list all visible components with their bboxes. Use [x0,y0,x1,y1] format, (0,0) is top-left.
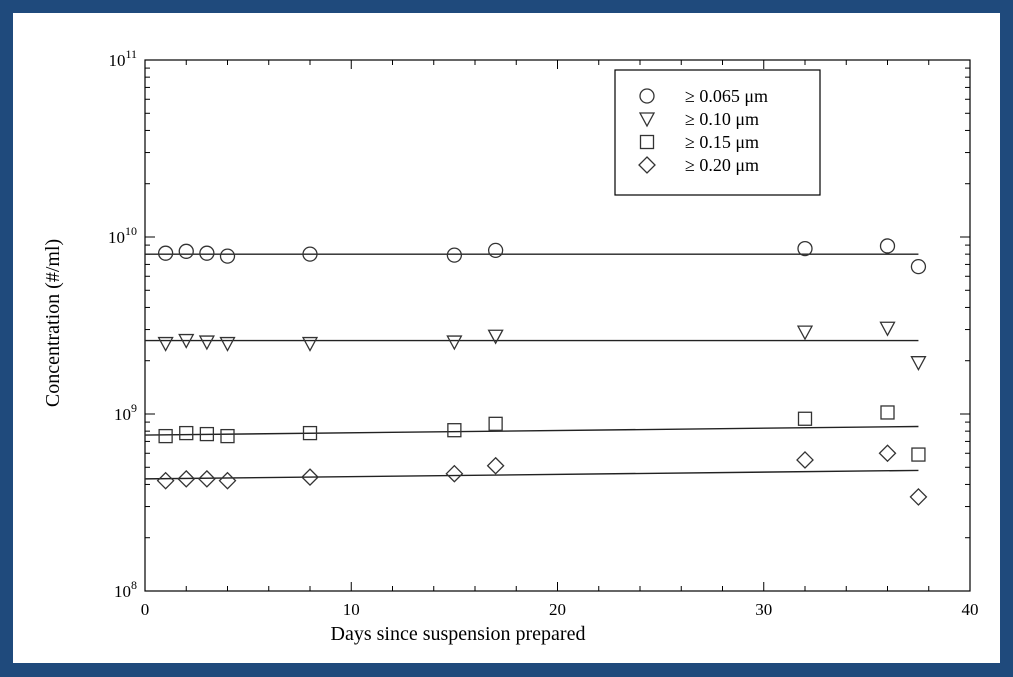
data-point-series-1 [879,321,896,337]
data-point-series-2 [911,447,926,462]
data-point-series-1 [219,336,236,352]
legend-box [614,69,821,196]
y-tick-base: 10 [114,405,131,424]
data-point-series-1 [301,336,319,352]
y-tick-base: 10 [114,582,131,601]
data-point-series-1 [157,336,174,352]
data-point-series-1 [487,329,504,345]
data-point-series-1 [910,356,927,372]
data-point-series-0 [797,240,813,257]
legend-entry-label: ≥ 0.20 μm [685,155,759,175]
data-point-series-0 [199,245,215,261]
data-point-series-1 [178,333,195,349]
data-point-series-0 [302,246,318,262]
data-point-series-1 [198,335,215,351]
data-point-series-3 [878,444,897,463]
x-axis-label: Days since suspension prepared [331,623,586,645]
data-point-series-1 [796,325,814,341]
data-point-series-3 [796,451,814,469]
data-point-series-0 [879,238,896,254]
data-point-series-2 [158,428,173,444]
legend-marker-diamond [638,156,656,174]
legend-marker-triangle-down [638,112,656,128]
x-tick-label: 0 [141,600,150,619]
data-point-series-0 [910,258,927,275]
data-point-series-0 [446,247,463,263]
data-point-series-2 [447,423,462,438]
y-tick-label: 109 [114,401,137,424]
y-tick-exponent: 8 [131,578,137,592]
y-axis-label: Concentration (#/ml) [42,239,64,407]
data-point-series-3 [218,471,237,490]
data-point-series-2 [179,425,194,441]
fit-lines [144,253,919,480]
plot-border [144,59,971,592]
data-point-series-0 [178,243,194,259]
legend-marker-square [639,134,655,150]
data-point-series-0 [219,248,236,264]
figure-frame: 0 10 20 30 40 108 109 1010 1011 ≥ 0.065 μm ≥ 0.10… [13,13,1000,663]
y-tick-label: 108 [114,578,137,601]
data-point-series-3 [197,469,216,488]
x-tick-label: 40 [962,600,979,619]
data-point-series-3 [909,488,928,506]
data-point-series-0 [487,242,504,259]
data-point-series-2 [488,416,503,431]
y-tick-exponent: 11 [125,47,137,61]
y-tick-base: 10 [108,51,125,70]
data-point-series-2 [220,428,235,444]
fit-line-series-2 [144,425,919,436]
x-tick-label: 20 [549,600,566,619]
y-tick-label: 1011 [108,47,137,70]
data-markers [156,238,928,506]
x-tick-label: 30 [755,600,772,619]
y-tick-exponent: 9 [131,401,137,415]
y-tick-base: 10 [108,228,125,247]
data-point-series-2 [199,426,215,442]
y-tick-label: 1010 [108,224,137,247]
legend-entry-label: ≥ 0.15 μm [685,132,759,152]
data-point-series-2 [880,405,895,420]
legend-marker-circle [639,88,655,104]
x-tick-label: 10 [343,600,360,619]
data-point-series-2 [797,411,813,426]
legend: ≥ 0.065 μm ≥ 0.10 μm ≥ 0.15 μm ≥ 0.20 μm [614,69,821,196]
data-point-series-3 [301,468,319,487]
data-point-series-3 [156,471,175,490]
data-point-series-1 [446,335,463,351]
data-point-series-0 [157,245,174,261]
fit-line-series-3 [144,469,919,480]
data-point-series-3 [486,456,505,475]
data-point-series-2 [302,425,318,441]
legend-entry-label: ≥ 0.065 μm [685,86,768,106]
legend-entry-label: ≥ 0.10 μm [685,109,759,129]
y-tick-exponent: 10 [125,224,137,238]
data-point-series-3 [445,464,464,483]
data-point-series-3 [177,469,196,488]
